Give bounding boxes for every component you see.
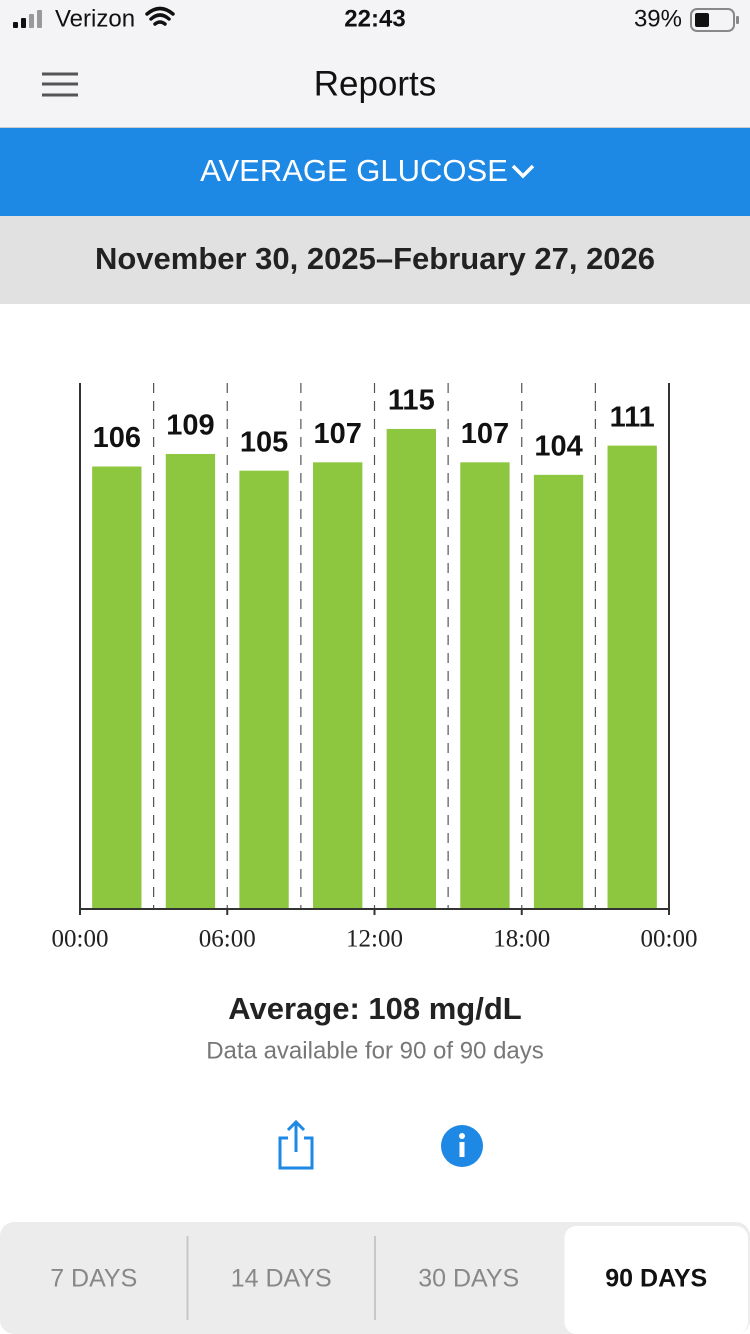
x-tick-label: 18:00	[493, 926, 550, 953]
bar	[460, 462, 510, 909]
clock: 22:43	[344, 5, 405, 32]
report-selector[interactable]: AVERAGE GLUCOSE	[0, 128, 750, 216]
carrier: Verizon	[55, 5, 135, 32]
info-button[interactable]	[441, 1125, 483, 1167]
value-label: 105	[240, 426, 288, 458]
chart: 106 109 105 107 115 107 104 111 00:00 06:00 12:00 1…	[52, 383, 698, 953]
value-label: 115	[388, 385, 435, 417]
bar	[533, 474, 584, 909]
value-label: 106	[93, 422, 141, 454]
x-tick-label: 06:00	[199, 926, 256, 953]
tabs: 7 DAYS 14 DAYS 30 DAYS 90 DAYS	[50, 1226, 748, 1334]
tab-selected-bg	[564, 1226, 748, 1334]
bar	[92, 466, 142, 909]
x-tick-label: 12:00	[346, 926, 403, 953]
tab[interactable]: 30 DAYS	[418, 1265, 519, 1293]
wifi-icon	[145, 6, 175, 26]
tab[interactable]: 90 DAYS	[605, 1265, 707, 1293]
bar	[607, 445, 657, 909]
battery-percent: 39%	[634, 5, 682, 32]
bar	[313, 462, 363, 909]
value-label: 109	[166, 410, 214, 442]
tab[interactable]: 7 DAYS	[50, 1265, 137, 1293]
bar	[239, 470, 289, 909]
battery-icon	[690, 8, 739, 32]
page-title: Reports	[314, 64, 437, 103]
report-selector-label[interactable]: AVERAGE GLUCOSE	[200, 153, 508, 188]
value-label: 111	[610, 401, 655, 433]
bar	[165, 453, 216, 909]
share-button[interactable]	[278, 1119, 314, 1170]
x-tick-label: 00:00	[641, 926, 698, 953]
value-label: 107	[313, 418, 361, 450]
value-label: 107	[461, 418, 509, 450]
bar	[386, 428, 436, 909]
date-bar	[0, 216, 750, 304]
availability: Data available for 90 of 90 days	[206, 1037, 544, 1064]
date-range: November 30, 2025–February 27, 2026	[95, 241, 655, 276]
top-bar	[0, 0, 750, 128]
x-tick-label: 00:00	[52, 926, 109, 953]
menu-button[interactable]	[42, 72, 78, 97]
chevron	[511, 164, 535, 179]
tab[interactable]: 14 DAYS	[231, 1265, 332, 1293]
average: Average: 108 mg/dL	[228, 991, 521, 1026]
value-label: 104	[534, 430, 582, 462]
signal-icon	[13, 10, 42, 28]
